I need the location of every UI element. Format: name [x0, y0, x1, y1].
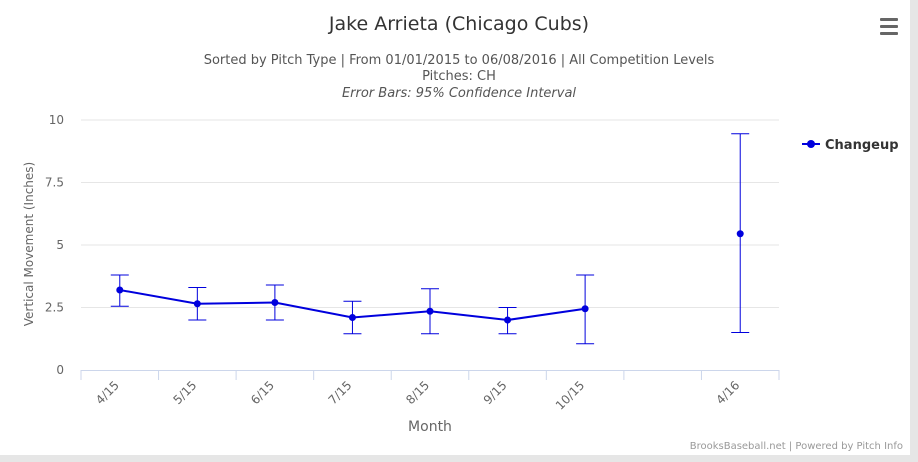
y-tick-label: 7.5: [45, 176, 64, 190]
legend-marker-icon: [807, 140, 815, 148]
grid: [81, 119, 779, 308]
data-point[interactable]: [348, 314, 356, 321]
data-point[interactable]: [271, 299, 279, 306]
data-point[interactable]: [116, 286, 124, 294]
y-tick-label: 2.5: [45, 301, 64, 315]
chart-title: Jake Arrieta (Chicago Cubs): [328, 13, 589, 35]
x-axis-label: Month: [408, 419, 452, 435]
x-tick-label: 8/15: [403, 378, 432, 407]
menu-bar-icon: [880, 32, 898, 35]
x-tick-label: 9/15: [481, 378, 510, 407]
chart-subtitle-line-2: Pitches: CH: [422, 69, 496, 84]
chart-subtitle-italic: Error Bars: 95% Confidence Interval: [342, 86, 576, 101]
credits[interactable]: BrooksBaseball.net | Powered by Pitch In…: [690, 441, 903, 452]
x-tick-label: 10/15: [553, 378, 587, 412]
chart: 0 2.5 5 7.5 10 4/15 5/15 6/15 7/15 8/15 9/15 10/15 4…: [22, 13, 903, 452]
axes: [80, 370, 780, 380]
y-tick-label: 0: [56, 363, 64, 377]
data-point[interactable]: [736, 230, 744, 238]
data-point[interactable]: [581, 305, 589, 313]
legend[interactable]: Changeup: [802, 138, 899, 153]
data-point[interactable]: [426, 307, 434, 315]
chart-subtitle-line-1: Sorted by Pitch Type | From 01/01/2015 t…: [204, 53, 715, 68]
chart-menu-button[interactable]: [876, 18, 902, 40]
x-tick-label: 6/15: [248, 378, 277, 407]
chart-frame: 0 2.5 5 7.5 10 4/15 5/15 6/15 7/15 8/15 9/15 10/15 4…: [0, 0, 910, 455]
x-tick-label: 5/15: [170, 378, 199, 407]
menu-bar-icon: [880, 25, 898, 28]
data-point[interactable]: [193, 300, 201, 308]
data-point[interactable]: [504, 316, 512, 324]
x-tick-label: 4/15: [93, 378, 122, 407]
x-tick-label: 7/15: [326, 378, 355, 407]
series-changeup: [110, 133, 750, 345]
y-axis-label: Vertical Movement (Inches): [22, 162, 36, 326]
legend-item-changeup[interactable]: Changeup: [825, 138, 899, 153]
menu-bar-icon: [880, 18, 898, 21]
y-tick-label: 5: [56, 238, 64, 252]
x-tick-label: 4/16: [713, 378, 742, 407]
y-tick-label: 10: [49, 113, 64, 127]
labels: 0 2.5 5 7.5 10 4/15 5/15 6/15 7/15 8/15 9/15 10/15 4…: [45, 113, 742, 413]
